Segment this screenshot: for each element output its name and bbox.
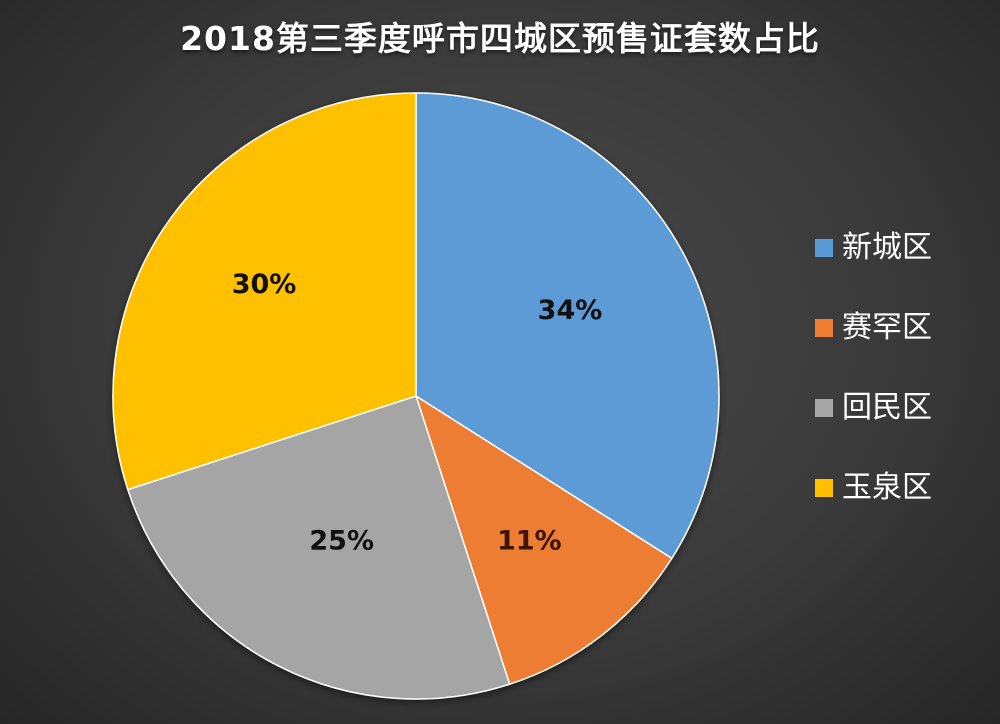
legend-item-saihan: 赛罕区 — [815, 308, 932, 348]
pie-slice-yuquan — [112, 92, 417, 491]
data-label-saihan: 11% — [497, 526, 562, 557]
legend-swatch-saihan — [815, 319, 833, 337]
pie-slice-xincheng — [415, 92, 720, 560]
data-label-xincheng: 34% — [538, 295, 603, 326]
legend-label-huimin: 回民区 — [842, 390, 932, 425]
legend-item-xincheng: 新城区 — [815, 228, 932, 268]
legend-swatch-xincheng — [815, 239, 833, 257]
legend-swatch-yuquan — [815, 479, 833, 497]
data-label-huimin: 25% — [309, 525, 374, 556]
legend-label-xincheng: 新城区 — [842, 230, 932, 265]
legend: 新城区 赛罕区 回民区 玉泉区 — [815, 228, 932, 548]
data-label-yuquan: 30% — [232, 269, 297, 300]
legend-label-yuquan: 玉泉区 — [842, 470, 932, 505]
chart-title: 2018第三季度呼市四城区预售证套数占比 — [180, 19, 820, 58]
legend-swatch-huimin — [815, 399, 833, 417]
legend-item-huimin: 回民区 — [815, 388, 932, 428]
legend-item-yuquan: 玉泉区 — [815, 468, 932, 508]
pie-slice-huimin — [126, 395, 511, 700]
pie-slice-saihan — [414, 394, 673, 686]
legend-label-saihan: 赛罕区 — [842, 310, 932, 345]
